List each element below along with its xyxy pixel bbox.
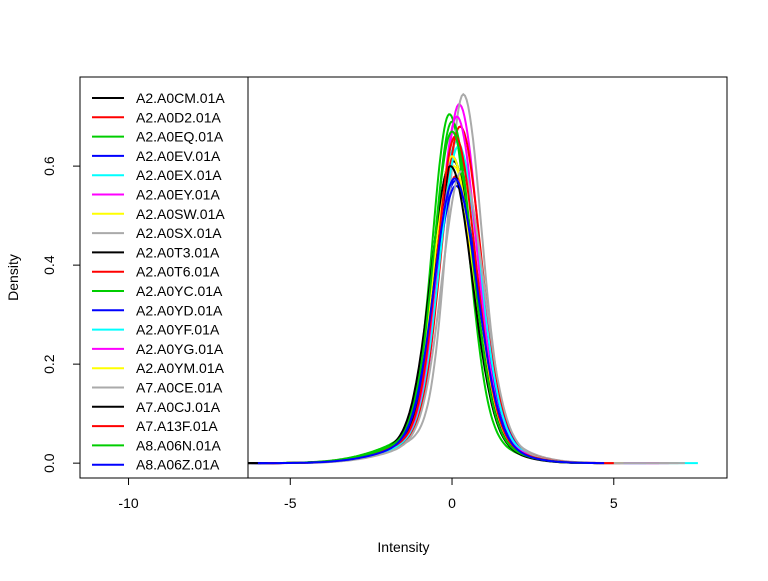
x-tick-label: 0	[448, 495, 456, 511]
y-tick-label: 0.4	[41, 255, 57, 275]
legend-label: A7.A0CE.01A	[136, 380, 223, 396]
legend-box	[80, 77, 249, 478]
y-axis-label: Density	[5, 254, 21, 301]
legend-label: A2.A0YM.01A	[136, 360, 225, 376]
x-axis-label: Intensity	[377, 539, 429, 555]
density-curves	[241, 92, 698, 465]
legend-label: A2.A0SX.01A	[136, 225, 222, 241]
legend-label: A2.A0YD.01A	[136, 302, 223, 318]
legend-label: A7.A13F.01A	[136, 418, 218, 434]
legend-label: A2.A0T6.01A	[136, 264, 220, 280]
y-tick-label: 0.2	[41, 354, 57, 374]
x-tick-label: 5	[610, 495, 618, 511]
legend-label: A8.A06Z.01A	[136, 457, 220, 473]
legend-label: A2.A0YC.01A	[136, 283, 223, 299]
legend-label: A2.A0T3.01A	[136, 244, 220, 260]
x-axis: -10 -5 0 5	[118, 477, 618, 511]
x-tick-label: -5	[284, 495, 297, 511]
series-line-A8.A06Z.01A	[257, 177, 605, 465]
legend-label: A2.A0CM.01A	[136, 90, 225, 106]
x-tick-label: -10	[118, 495, 138, 511]
y-tick-label: 0.0	[41, 453, 57, 473]
y-axis: 0.0 0.2 0.4 0.6	[41, 156, 81, 473]
legend-label: A7.A0CJ.01A	[136, 399, 221, 415]
legend-label: A2.A0YG.01A	[136, 341, 224, 357]
legend-label: A2.A0EQ.01A	[136, 129, 224, 145]
legend: A2.A0CM.01A A2.A0D2.01A A2.A0EQ.01A A2.A0EV…	[80, 77, 249, 478]
legend-label: A2.A0EY.01A	[136, 187, 220, 203]
legend-label: A2.A0EV.01A	[136, 148, 221, 164]
legend-label: A2.A0EX.01A	[136, 167, 222, 183]
legend-label: A2.A0SW.01A	[136, 206, 225, 222]
legend-label: A2.A0D2.01A	[136, 109, 221, 125]
y-tick-label: 0.6	[41, 156, 57, 176]
legend-label: A8.A06N.01A	[136, 437, 221, 453]
legend-label: A2.A0YF.01A	[136, 322, 220, 338]
